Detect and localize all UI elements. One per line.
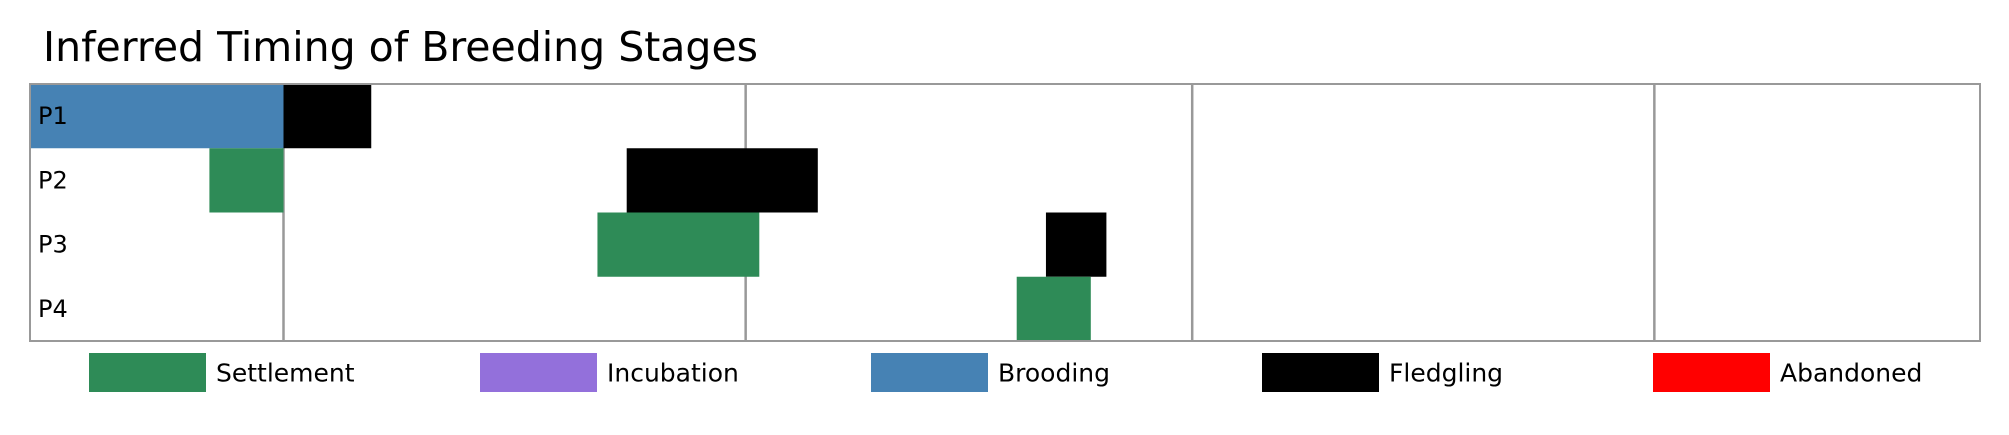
segment-p1-brooding <box>30 84 284 149</box>
legend-label-incubation: Incubation <box>607 359 739 388</box>
legend-entry-abandoned: Abandoned <box>1653 353 1922 392</box>
legend-swatch-abandoned <box>1653 353 1770 392</box>
legend-entry-settlement: Settlement <box>89 353 355 392</box>
plot-frame <box>29 83 1981 342</box>
legend-swatch-incubation <box>480 353 597 392</box>
legend-swatch-settlement <box>89 353 206 392</box>
legend-entry-incubation: Incubation <box>480 353 739 392</box>
segment-p3-fledgling <box>1045 212 1107 277</box>
segment-p1-fledgling <box>283 84 372 149</box>
stage-boundary-lines <box>282 84 1656 341</box>
legend: Settlement Incubation Brooding Fledgling Aba… <box>89 353 1922 392</box>
row-label-p4: P4 <box>38 295 68 323</box>
row-labels: P1 P2 P3 P4 <box>38 102 68 323</box>
segment-p3-settlement <box>597 212 760 277</box>
row-label-p1: P1 <box>38 102 68 130</box>
stage-segments <box>30 84 1107 341</box>
legend-entry-fledgling: Fledgling <box>1262 353 1503 392</box>
segment-p2-fledgling <box>626 148 818 213</box>
legend-label-settlement: Settlement <box>216 359 355 388</box>
segment-p4-settlement <box>1016 276 1091 341</box>
row-label-p2: P2 <box>38 166 68 194</box>
row-label-p3: P3 <box>38 231 68 259</box>
legend-swatch-fledgling <box>1262 353 1379 392</box>
legend-label-fledgling: Fledgling <box>1389 359 1503 388</box>
legend-swatch-brooding <box>871 353 988 392</box>
legend-label-brooding: Brooding <box>998 359 1110 388</box>
legend-label-abandoned: Abandoned <box>1780 359 1922 388</box>
legend-entry-brooding: Brooding <box>871 353 1110 392</box>
segment-p2-settlement <box>209 148 284 213</box>
chart-title: Inferred Timing of Breeding Stages <box>43 23 758 71</box>
